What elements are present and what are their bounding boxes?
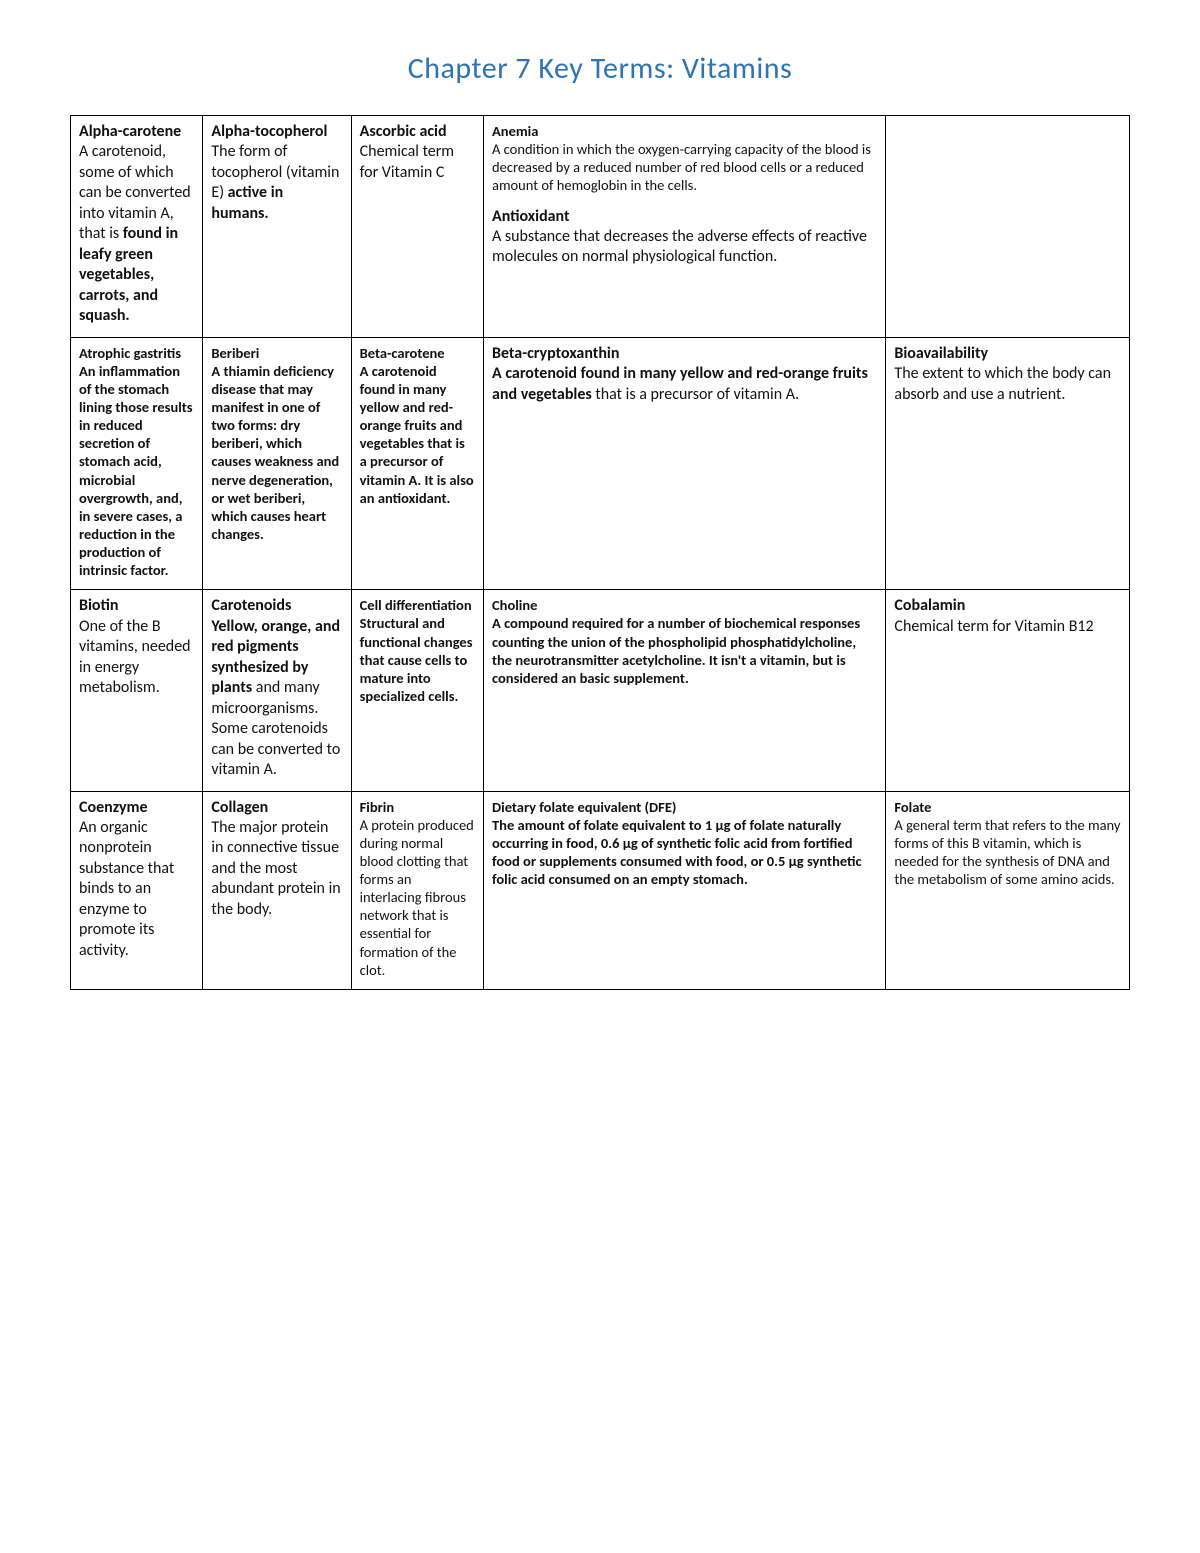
- term-title: Fibrin: [360, 798, 395, 816]
- term-block: Alpha-tocopherol The form of tocopherol …: [211, 122, 342, 224]
- term-block: Anemia A condition in which the oxygen-c…: [492, 122, 877, 195]
- term-def: A general term that refers to the many f…: [894, 816, 1120, 888]
- term-def: Yellow, orange, and red pigments synthes…: [211, 617, 340, 779]
- term-def: A carotenoid found in many yellow and re…: [360, 362, 474, 507]
- term-block: Collagen The major protein in connective…: [211, 798, 342, 921]
- table-cell: Bioavailability The extent to which the …: [886, 337, 1130, 590]
- term-block: Biotin One of the B vitamins, needed in …: [79, 596, 194, 698]
- table-cell: Anemia A condition in which the oxygen-c…: [484, 116, 886, 338]
- table-cell: Carotenoids Yellow, orange, and red pigm…: [203, 590, 351, 791]
- table-cell: Beta-carotene A carotenoid found in many…: [351, 337, 483, 590]
- table-cell: Dietary folate equivalent (DFE) The amou…: [484, 791, 886, 989]
- term-title: Collagen: [211, 798, 268, 817]
- term-def: Chemical term for Vitamin C: [360, 142, 454, 181]
- table-cell: [886, 116, 1130, 338]
- table-cell: Atrophic gastritis An inflammation of th…: [71, 337, 203, 590]
- term-block: Cell differentiation Structural and func…: [360, 596, 475, 705]
- term-block: Carotenoids Yellow, orange, and red pigm…: [211, 596, 342, 780]
- term-title: Choline: [492, 596, 537, 614]
- term-block: Beta-carotene A carotenoid found in many…: [360, 344, 475, 507]
- term-block: Beta-cryptoxanthin A carotenoid found in…: [492, 344, 877, 405]
- table-cell: Collagen The major protein in connective…: [203, 791, 351, 989]
- table-cell: Alpha-tocopherol The form of tocopherol …: [203, 116, 351, 338]
- term-block: Alpha-carotene A carotenoid, some of whi…: [79, 122, 194, 327]
- term-def: Chemical term for Vitamin B12: [894, 617, 1093, 636]
- term-title: Folate: [894, 798, 931, 816]
- key-terms-table: Alpha-carotene A carotenoid, some of whi…: [70, 115, 1130, 990]
- term-def: One of the B vitamins, needed in energy …: [79, 617, 191, 697]
- term-block: Beriberi A thiamin deficiency disease th…: [211, 344, 342, 543]
- table-body: Alpha-carotene A carotenoid, some of whi…: [71, 116, 1130, 990]
- table-cell: Beta-cryptoxanthin A carotenoid found in…: [484, 337, 886, 590]
- table-cell: Beriberi A thiamin deficiency disease th…: [203, 337, 351, 590]
- term-def: A thiamin deficiency disease that may ma…: [211, 362, 339, 543]
- term-def: An inflammation of the stomach lining th…: [79, 362, 193, 579]
- table-cell: Choline A compound required for a number…: [484, 590, 886, 791]
- term-title: Ascorbic acid: [360, 122, 447, 141]
- term-block: Antioxidant A substance that decreases t…: [492, 207, 877, 268]
- term-def: The form of tocopherol (vitamin E) activ…: [211, 142, 339, 222]
- term-block: Folate A general term that refers to the…: [894, 798, 1121, 889]
- term-title: Beriberi: [211, 344, 259, 362]
- term-block: Fibrin A protein produced during normal …: [360, 798, 475, 979]
- term-block: Coenzyme An organic nonprotein substance…: [79, 798, 194, 962]
- term-def: A carotenoid found in many yellow and re…: [492, 364, 868, 403]
- term-block: Dietary folate equivalent (DFE) The amou…: [492, 798, 877, 889]
- term-title: Anemia: [492, 122, 538, 140]
- term-title: Coenzyme: [79, 798, 148, 817]
- term-def: An organic nonprotein substance that bin…: [79, 818, 174, 960]
- term-title: Alpha-carotene: [79, 122, 181, 141]
- term-title: Carotenoids: [211, 596, 291, 615]
- term-def: The major protein in connective tissue a…: [211, 818, 340, 919]
- table-row: Coenzyme An organic nonprotein substance…: [71, 791, 1130, 989]
- term-def: A protein produced during normal blood c…: [360, 816, 474, 979]
- term-block: Choline A compound required for a number…: [492, 596, 877, 687]
- term-def: A carotenoid, some of which can be conve…: [79, 142, 191, 325]
- term-block: Cobalamin Chemical term for Vitamin B12: [894, 596, 1121, 637]
- term-title: Antioxidant: [492, 207, 570, 226]
- table-cell: Cell differentiation Structural and func…: [351, 590, 483, 791]
- term-def: A condition in which the oxygen-carrying…: [492, 140, 871, 194]
- table-cell: Alpha-carotene A carotenoid, some of whi…: [71, 116, 203, 338]
- term-def: The extent to which the body can absorb …: [894, 364, 1111, 403]
- term-block: Ascorbic acid Chemical term for Vitamin …: [360, 122, 475, 183]
- table-row: Alpha-carotene A carotenoid, some of whi…: [71, 116, 1130, 338]
- term-title: Cobalamin: [894, 596, 965, 615]
- term-block: Atrophic gastritis An inflammation of th…: [79, 344, 194, 580]
- table-cell: Cobalamin Chemical term for Vitamin B12: [886, 590, 1130, 791]
- term-def: Structural and functional changes that c…: [360, 614, 473, 705]
- table-cell: Ascorbic acid Chemical term for Vitamin …: [351, 116, 483, 338]
- table-cell: Fibrin A protein produced during normal …: [351, 791, 483, 989]
- term-title: Dietary folate equivalent (DFE): [492, 798, 676, 816]
- term-title: Atrophic gastritis: [79, 344, 181, 362]
- term-title: Alpha-tocopherol: [211, 122, 327, 141]
- table-cell: Biotin One of the B vitamins, needed in …: [71, 590, 203, 791]
- term-def: The amount of folate equivalent to 1 μg …: [492, 816, 862, 888]
- term-title: Bioavailability: [894, 344, 988, 363]
- term-title: Cell differentiation: [360, 596, 472, 614]
- table-cell: Coenzyme An organic nonprotein substance…: [71, 791, 203, 989]
- table-cell: Folate A general term that refers to the…: [886, 791, 1130, 989]
- term-def: A compound required for a number of bioc…: [492, 614, 860, 686]
- term-block: Bioavailability The extent to which the …: [894, 344, 1121, 405]
- page-title: Chapter 7 Key Terms: Vitamins: [70, 50, 1130, 87]
- table-row: Biotin One of the B vitamins, needed in …: [71, 590, 1130, 791]
- term-title: Biotin: [79, 596, 118, 615]
- term-def: A substance that decreases the adverse e…: [492, 227, 867, 266]
- term-title: Beta-cryptoxanthin: [492, 344, 619, 363]
- term-title: Beta-carotene: [360, 344, 445, 362]
- table-row: Atrophic gastritis An inflammation of th…: [71, 337, 1130, 590]
